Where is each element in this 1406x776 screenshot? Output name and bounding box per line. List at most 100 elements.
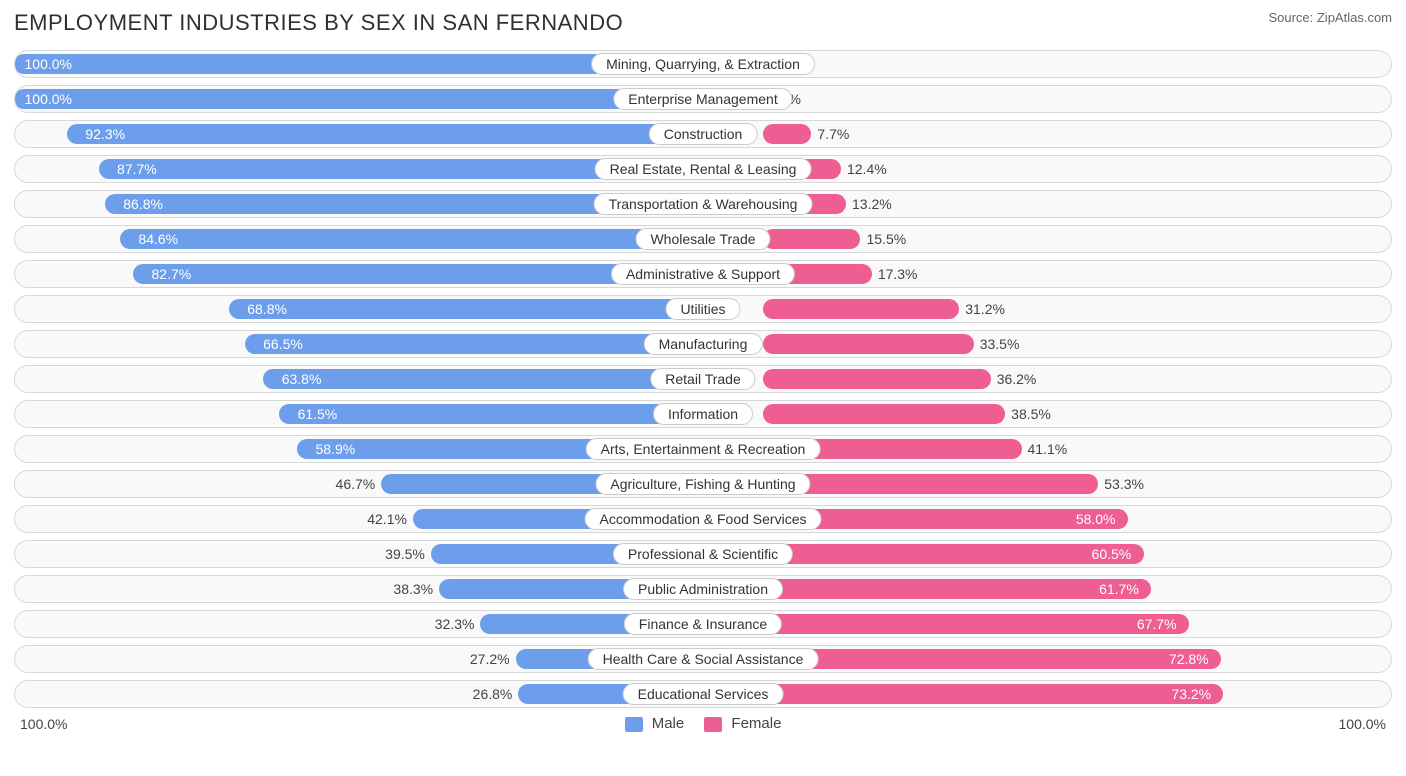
bar-row: 82.7%17.3%Administrative & Support bbox=[14, 260, 1392, 288]
category-label: Health Care & Social Assistance bbox=[588, 648, 819, 670]
bar-female bbox=[763, 369, 991, 389]
bar-row: 39.5% 60.5% Professional & Scientific bbox=[14, 540, 1392, 568]
value-male: 87.7% bbox=[117, 156, 157, 182]
value-male: 27.2% bbox=[470, 646, 510, 672]
diverging-bar-chart: 100.0%0.0%Mining, Quarrying, & Extractio… bbox=[14, 50, 1392, 708]
value-male: 84.6% bbox=[138, 226, 178, 252]
category-label: Public Administration bbox=[623, 578, 783, 600]
value-female: 13.2% bbox=[852, 191, 892, 217]
swatch-male bbox=[625, 717, 643, 732]
category-label: Agriculture, Fishing & Hunting bbox=[595, 473, 810, 495]
axis-left-label: 100.0% bbox=[20, 716, 67, 732]
category-label: Utilities bbox=[665, 298, 740, 320]
category-label: Manufacturing bbox=[644, 333, 763, 355]
bar-male bbox=[229, 299, 703, 319]
value-male: 100.0% bbox=[25, 51, 72, 77]
category-label: Information bbox=[653, 403, 753, 425]
axis-right-label: 100.0% bbox=[1339, 716, 1386, 732]
value-male: 58.9% bbox=[315, 436, 355, 462]
bar-female bbox=[763, 474, 1098, 494]
bar-male bbox=[14, 89, 703, 109]
bar-row: 32.3% 67.7% Finance & Insurance bbox=[14, 610, 1392, 638]
bar-female bbox=[763, 229, 860, 249]
value-female: 41.1% bbox=[1028, 436, 1068, 462]
value-male: 38.3% bbox=[393, 576, 433, 602]
value-female: 67.7% bbox=[1137, 611, 1177, 637]
bar-row: 84.6% 15.5% Wholesale Trade bbox=[14, 225, 1392, 253]
bar-row: 92.3% 7.7% Construction bbox=[14, 120, 1392, 148]
legend-female: Female bbox=[704, 715, 781, 732]
bar-row: 100.0%0.0%Mining, Quarrying, & Extractio… bbox=[14, 50, 1392, 78]
value-female: 58.0% bbox=[1076, 506, 1116, 532]
bar-row: 61.5% 38.5% Information bbox=[14, 400, 1392, 428]
category-label: Professional & Scientific bbox=[613, 543, 793, 565]
bar-row: 38.3% 61.7% Public Administration bbox=[14, 575, 1392, 603]
value-male: 32.3% bbox=[435, 611, 475, 637]
chart-title: EMPLOYMENT INDUSTRIES BY SEX IN SAN FERN… bbox=[14, 10, 623, 36]
value-female: 31.2% bbox=[965, 296, 1005, 322]
bar-female bbox=[763, 684, 1223, 704]
category-label: Enterprise Management bbox=[613, 88, 792, 110]
legend-male: Male bbox=[625, 715, 685, 732]
value-female: 36.2% bbox=[997, 366, 1037, 392]
value-male: 63.8% bbox=[282, 366, 322, 392]
value-male: 86.8% bbox=[123, 191, 163, 217]
category-label: Administrative & Support bbox=[611, 263, 795, 285]
value-female: 7.7% bbox=[817, 121, 849, 147]
value-female: 38.5% bbox=[1011, 401, 1051, 427]
category-label: Retail Trade bbox=[650, 368, 755, 390]
value-male: 66.5% bbox=[263, 331, 303, 357]
bar-male bbox=[263, 369, 703, 389]
value-female: 72.8% bbox=[1169, 646, 1209, 672]
bar-row: 46.7%53.3%Agriculture, Fishing & Hunting bbox=[14, 470, 1392, 498]
value-male: 61.5% bbox=[298, 401, 338, 427]
value-female: 12.4% bbox=[847, 156, 887, 182]
bar-row: 100.0%0.0%Enterprise Management bbox=[14, 85, 1392, 113]
value-female: 60.5% bbox=[1092, 541, 1132, 567]
bar-male bbox=[245, 334, 703, 354]
bar-female bbox=[763, 124, 811, 144]
legend-male-label: Male bbox=[652, 715, 685, 732]
category-label: Finance & Insurance bbox=[624, 613, 782, 635]
bar-female bbox=[763, 579, 1151, 599]
swatch-female bbox=[704, 717, 722, 732]
value-female: 73.2% bbox=[1171, 681, 1211, 707]
category-label: Educational Services bbox=[623, 683, 784, 705]
legend-female-label: Female bbox=[731, 715, 781, 732]
bar-male bbox=[120, 229, 703, 249]
bar-row: 63.8% 36.2% Retail Trade bbox=[14, 365, 1392, 393]
bar-male bbox=[279, 404, 703, 424]
bar-female bbox=[763, 614, 1189, 634]
bar-row: 42.1% 58.0% Accommodation & Food Services bbox=[14, 505, 1392, 533]
bar-row: 66.5% 33.5% Manufacturing bbox=[14, 330, 1392, 358]
value-male: 46.7% bbox=[336, 471, 376, 497]
bar-female bbox=[763, 404, 1005, 424]
value-female: 33.5% bbox=[980, 331, 1020, 357]
category-label: Transportation & Warehousing bbox=[594, 193, 813, 215]
category-label: Construction bbox=[649, 123, 758, 145]
bar-female bbox=[763, 299, 959, 319]
value-male: 100.0% bbox=[25, 86, 72, 112]
value-female: 61.7% bbox=[1099, 576, 1139, 602]
category-label: Arts, Entertainment & Recreation bbox=[586, 438, 821, 460]
bar-row: 26.8% 73.2% Educational Services bbox=[14, 680, 1392, 708]
value-male: 68.8% bbox=[247, 296, 287, 322]
value-male: 39.5% bbox=[385, 541, 425, 567]
chart-source: Source: ZipAtlas.com bbox=[1268, 10, 1392, 25]
value-male: 42.1% bbox=[367, 506, 407, 532]
value-male: 26.8% bbox=[473, 681, 513, 707]
value-male: 92.3% bbox=[85, 121, 125, 147]
category-label: Accommodation & Food Services bbox=[585, 508, 822, 530]
bar-row: 86.8% 13.2% Transportation & Warehousing bbox=[14, 190, 1392, 218]
category-label: Real Estate, Rental & Leasing bbox=[595, 158, 812, 180]
bar-row: 87.7% 12.4% Real Estate, Rental & Leasing bbox=[14, 155, 1392, 183]
value-female: 17.3% bbox=[878, 261, 918, 287]
bar-row: 58.9% 41.1% Arts, Entertainment & Recreati… bbox=[14, 435, 1392, 463]
legend: Male Female bbox=[625, 715, 782, 732]
value-female: 15.5% bbox=[866, 226, 906, 252]
category-label: Mining, Quarrying, & Extraction bbox=[591, 53, 815, 75]
category-label: Wholesale Trade bbox=[635, 228, 770, 250]
bar-row: 68.8% 31.2% Utilities bbox=[14, 295, 1392, 323]
bar-female bbox=[763, 334, 974, 354]
bar-female bbox=[763, 544, 1144, 564]
